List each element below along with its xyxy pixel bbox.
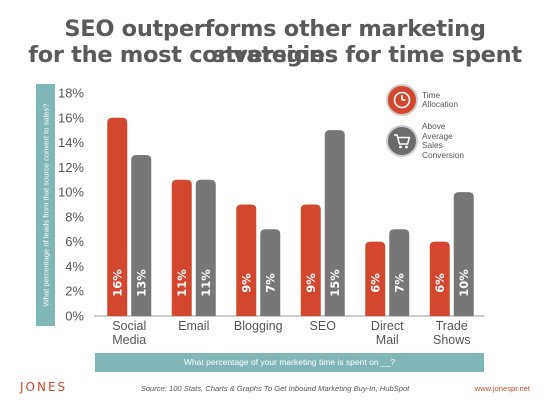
- bar-value-label: 7%: [263, 273, 277, 293]
- bar-value-label: 6%: [368, 273, 382, 293]
- y-tick-label: 4%: [65, 259, 84, 274]
- x-category-label: Direct: [371, 319, 404, 333]
- bar-value-label: 6%: [433, 273, 447, 293]
- x-category-label: Blogging: [234, 319, 283, 333]
- bar-time-allocation: [171, 179, 192, 316]
- chart-title-line2: for the most conversions for time spent: [28, 42, 522, 68]
- y-tick-label: 12%: [58, 160, 84, 175]
- x-axis-label-band: What percentage of your marketing time i…: [95, 353, 484, 372]
- x-category-label: Trade: [436, 319, 468, 333]
- y-tick-label: 18%: [58, 86, 84, 101]
- cart-icon: [394, 134, 411, 149]
- bar-sales-conversion: [195, 179, 216, 316]
- bar-value-label: 11%: [199, 269, 213, 297]
- bar-time-allocation: [107, 117, 128, 317]
- legend-label-sales: Above Average Sales Conversion: [422, 121, 464, 160]
- bar-value-label: 9%: [304, 273, 318, 293]
- y-tick-label: 8%: [65, 209, 84, 224]
- bar-time-allocation: [365, 241, 386, 316]
- legend-swatch-time: [386, 84, 418, 116]
- y-tick-label: 2%: [65, 284, 84, 299]
- bar-value-label: 7%: [392, 273, 406, 293]
- bar-time-allocation: [236, 204, 257, 316]
- bar-value-label: 16%: [110, 269, 124, 297]
- y-tick-label: 16%: [58, 110, 84, 125]
- jones-logo: JONES: [20, 380, 68, 394]
- source-citation: Source: 100 Stats, Charts & Graphs To Ge…: [140, 384, 410, 393]
- x-category-label: SEO: [310, 319, 337, 333]
- legend-swatch-sales: [386, 125, 418, 157]
- bar-time-allocation: [429, 241, 450, 316]
- chart-title-line1: SEO outperforms other marketing strategi…: [64, 16, 486, 68]
- x-axis-label: What percentage of your marketing time i…: [183, 357, 396, 367]
- legend-item-sales-conversion: Above Average Sales Conversion: [386, 121, 464, 160]
- bar-value-label: 13%: [134, 269, 148, 297]
- x-category-label: Email: [178, 319, 209, 333]
- legend-item-time-allocation: Time Allocation: [386, 84, 458, 116]
- y-axis-label-band: [36, 84, 55, 326]
- y-tick-label: 14%: [58, 135, 84, 150]
- x-category-label: Shows: [433, 333, 471, 347]
- bar-sales-conversion: [260, 229, 281, 316]
- y-tick-label: 10%: [58, 185, 84, 200]
- bar-sales-conversion: [324, 130, 345, 316]
- x-category-label: Media: [112, 333, 146, 347]
- x-category-label: Mail: [376, 333, 399, 347]
- bar-value-label: 15%: [328, 269, 342, 297]
- legend-label-time: Time Allocation: [422, 89, 458, 109]
- clock-icon: [393, 91, 411, 109]
- bar-sales-conversion: [389, 229, 410, 316]
- bar-value-label: 11%: [175, 269, 189, 297]
- website-link[interactable]: www.jonespr.net: [474, 384, 530, 393]
- bar-time-allocation: [300, 204, 321, 316]
- bar-value-label: 10%: [457, 269, 471, 297]
- bar-sales-conversion: [131, 154, 152, 316]
- x-category-label: Social: [112, 319, 146, 333]
- y-tick-label: 6%: [65, 234, 84, 249]
- y-tick-label: 0%: [65, 309, 84, 324]
- bar-value-label: 9%: [239, 273, 253, 293]
- bar-sales-conversion: [453, 192, 474, 316]
